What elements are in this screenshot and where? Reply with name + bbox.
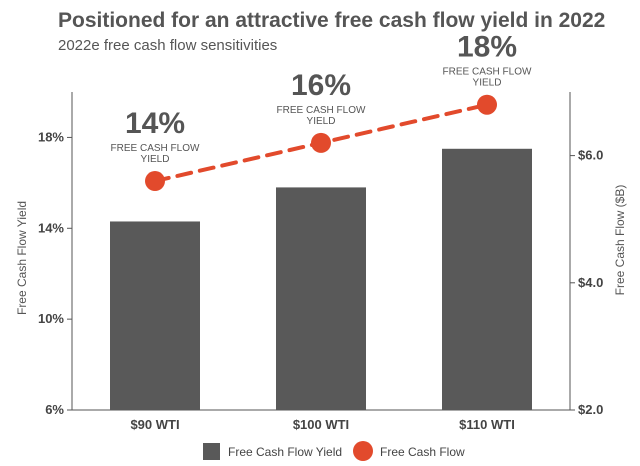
y-right-tick-label: $2.0 — [578, 402, 603, 417]
y-left-axis-title: Free Cash Flow Yield — [15, 201, 29, 315]
legend-bar-swatch — [203, 443, 220, 460]
y-right-axis-title: Free Cash Flow ($B) — [613, 185, 627, 296]
x-tick-label: $100 WTI — [293, 417, 349, 432]
fcf-point — [145, 171, 165, 192]
bar — [110, 221, 200, 410]
data-label-caption: FREE CASH FLOW — [277, 105, 366, 116]
chart-title: Positioned for an attractive free cash f… — [58, 9, 605, 32]
fcf-point — [477, 94, 497, 115]
fcf-point — [311, 132, 331, 153]
data-label-value: 16% — [291, 69, 351, 102]
data-label-caption: YIELD — [141, 154, 170, 165]
y-left-tick-label: 14% — [38, 220, 64, 235]
data-label-caption: FREE CASH FLOW — [111, 143, 200, 154]
data-label-caption: FREE CASH FLOW — [443, 67, 532, 78]
x-tick-label: $90 WTI — [130, 417, 179, 432]
plot-area: 6% 10% 14% 18% $2.0 $4.0 $6.0 $90 WTI $100 WTI $1… — [38, 31, 603, 432]
x-tick-label: $110 WTI — [459, 417, 515, 432]
y-left-tick-label: 6% — [45, 402, 64, 417]
bar — [442, 148, 532, 411]
y-left-tick-label: 18% — [38, 129, 64, 144]
legend: Free Cash Flow Yield Free Cash Flow — [203, 441, 465, 461]
data-label-value: 18% — [457, 31, 517, 64]
y-right-tick-label: $4.0 — [578, 275, 603, 290]
data-label-value: 14% — [125, 107, 185, 140]
data-label-caption: YIELD — [473, 78, 502, 89]
bar — [276, 187, 366, 410]
y-left-tick-label: 10% — [38, 311, 64, 326]
data-label-caption: YIELD — [307, 116, 336, 127]
legend-line-swatch — [353, 441, 373, 461]
legend-label: Free Cash Flow Yield — [228, 445, 342, 459]
chart-subtitle: 2022e free cash flow sensitivities — [58, 37, 277, 54]
legend-label: Free Cash Flow — [380, 445, 465, 459]
y-right-tick-label: $6.0 — [578, 148, 603, 163]
